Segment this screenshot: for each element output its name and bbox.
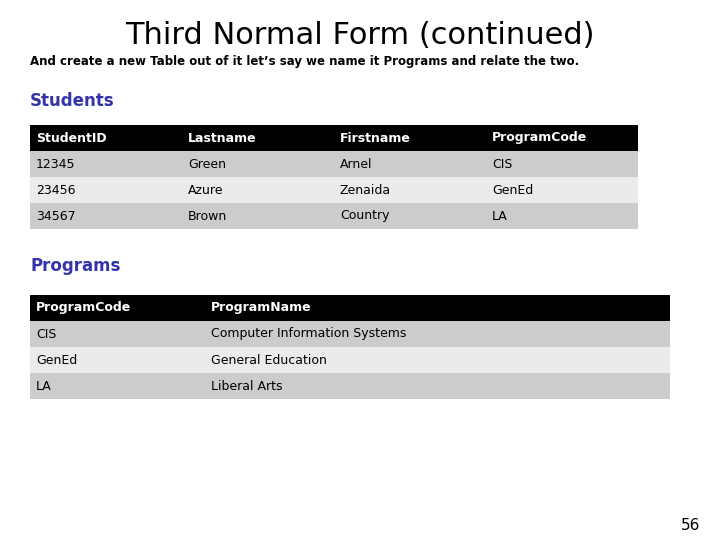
FancyBboxPatch shape [205, 347, 670, 373]
Text: 56: 56 [680, 518, 700, 534]
Text: ProgramCode: ProgramCode [36, 301, 131, 314]
FancyBboxPatch shape [182, 203, 334, 229]
Text: Country: Country [340, 210, 390, 222]
FancyBboxPatch shape [30, 203, 182, 229]
Text: Zenaida: Zenaida [340, 184, 391, 197]
Text: Lastname: Lastname [188, 132, 256, 145]
FancyBboxPatch shape [334, 125, 486, 151]
Text: 34567: 34567 [36, 210, 76, 222]
FancyBboxPatch shape [30, 177, 182, 203]
Text: GenEd: GenEd [492, 184, 534, 197]
Text: Students: Students [30, 92, 114, 110]
FancyBboxPatch shape [205, 295, 670, 321]
Text: LA: LA [492, 210, 508, 222]
Text: And create a new Table out of it let’s say we name it Programs and relate the tw: And create a new Table out of it let’s s… [30, 56, 580, 69]
FancyBboxPatch shape [486, 125, 638, 151]
FancyBboxPatch shape [486, 203, 638, 229]
Text: Third Normal Form (continued): Third Normal Form (continued) [125, 21, 595, 50]
FancyBboxPatch shape [30, 347, 205, 373]
Text: Azure: Azure [188, 184, 223, 197]
Text: 12345: 12345 [36, 158, 76, 171]
Text: Firstname: Firstname [340, 132, 411, 145]
Text: GenEd: GenEd [36, 354, 77, 367]
Text: General Education: General Education [211, 354, 327, 367]
Text: Programs: Programs [30, 257, 120, 275]
Text: StudentID: StudentID [36, 132, 107, 145]
FancyBboxPatch shape [486, 177, 638, 203]
FancyBboxPatch shape [30, 295, 205, 321]
FancyBboxPatch shape [30, 151, 182, 177]
FancyBboxPatch shape [182, 151, 334, 177]
FancyBboxPatch shape [334, 177, 486, 203]
Text: 23456: 23456 [36, 184, 76, 197]
Text: CIS: CIS [36, 327, 56, 341]
Text: LA: LA [36, 380, 52, 393]
Text: ProgramName: ProgramName [211, 301, 312, 314]
FancyBboxPatch shape [205, 373, 670, 399]
Text: CIS: CIS [492, 158, 513, 171]
Text: Computer Information Systems: Computer Information Systems [211, 327, 406, 341]
FancyBboxPatch shape [30, 321, 205, 347]
FancyBboxPatch shape [182, 125, 334, 151]
FancyBboxPatch shape [30, 125, 182, 151]
Text: Brown: Brown [188, 210, 228, 222]
Text: Green: Green [188, 158, 226, 171]
FancyBboxPatch shape [334, 203, 486, 229]
Text: Arnel: Arnel [340, 158, 372, 171]
FancyBboxPatch shape [182, 177, 334, 203]
FancyBboxPatch shape [30, 373, 205, 399]
FancyBboxPatch shape [205, 321, 670, 347]
FancyBboxPatch shape [486, 151, 638, 177]
Text: ProgramCode: ProgramCode [492, 132, 588, 145]
Text: Liberal Arts: Liberal Arts [211, 380, 282, 393]
FancyBboxPatch shape [334, 151, 486, 177]
